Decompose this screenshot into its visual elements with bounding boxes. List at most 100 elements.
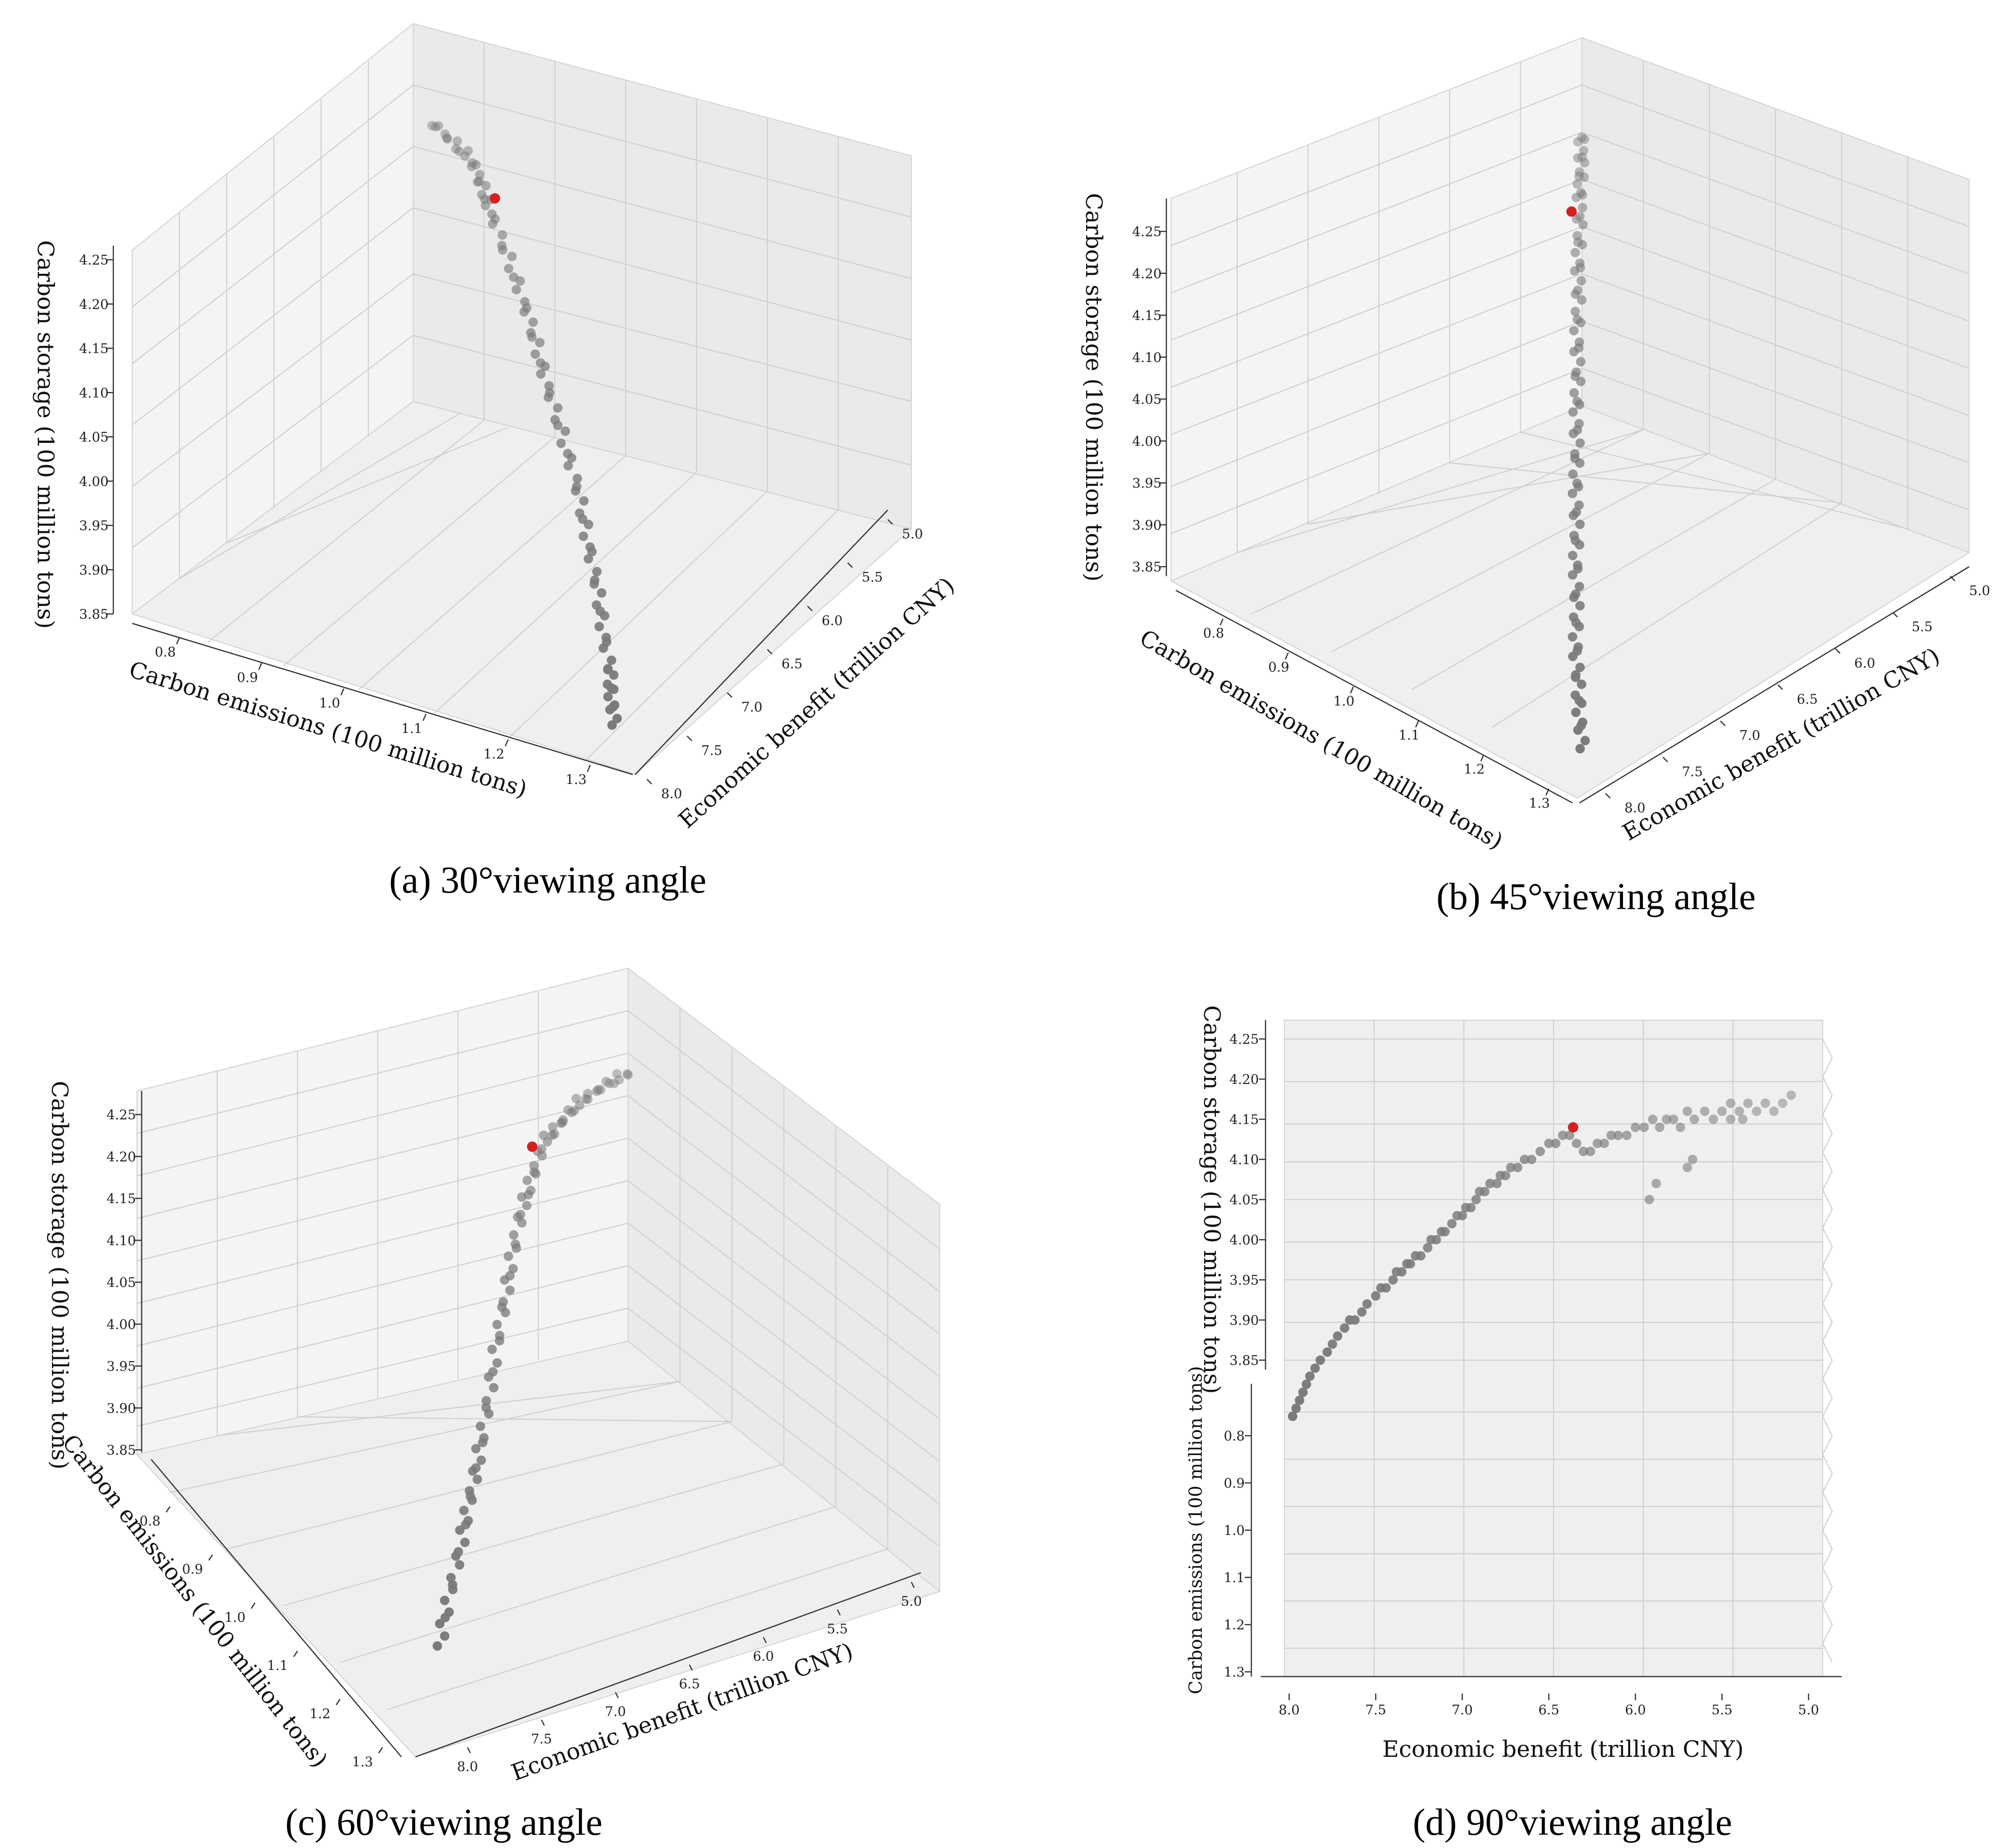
panel-d-x-tick-label: 7.5 — [1365, 1702, 1386, 1718]
panel-a-point — [473, 177, 483, 187]
panel-d-y-tick-label: 4.00 — [1230, 1232, 1259, 1248]
panel-c-point — [567, 1107, 577, 1117]
panel-b-z-tick-label: 4.20 — [1132, 266, 1162, 281]
panel-b-point — [1574, 581, 1584, 591]
panel-a-point — [488, 219, 498, 229]
panel-c-x-tick-label: 1.3 — [352, 1754, 373, 1770]
panel-d-point — [1592, 1139, 1602, 1148]
panel-c-y-tick-label: 6.5 — [679, 1676, 700, 1692]
panel-a-point — [589, 579, 599, 589]
panel-a-x-tick-label: 0.9 — [237, 670, 258, 685]
panel-d-point — [1682, 1107, 1692, 1116]
panel-b-z-tick-label: 4.05 — [1132, 392, 1162, 407]
panel-c-y-tick-label: 8.0 — [457, 1759, 478, 1774]
panel-c-selected-point — [527, 1141, 537, 1152]
panel-a-point — [460, 151, 470, 161]
panel-d-point — [1298, 1388, 1308, 1397]
panel-b-y-tick-mark — [1892, 612, 1898, 618]
panel-a-y-tick-label: 7.5 — [701, 742, 722, 758]
panel-d-y2-tick-label: 1.2 — [1223, 1617, 1245, 1633]
panel-c-point — [558, 1117, 568, 1127]
panel-b-point — [1580, 736, 1590, 746]
panel-b-y-tick-label: 6.5 — [1797, 691, 1818, 707]
panel-c-x-tick-mark — [335, 1699, 341, 1705]
panel-b-x-tick-label: 0.8 — [1203, 625, 1224, 641]
panel-c-point — [484, 1372, 493, 1382]
panel-d-point — [1371, 1291, 1381, 1301]
panel-b-point — [1568, 407, 1578, 417]
panel-a-y-tick-mark — [727, 692, 732, 698]
panel-d-x-tick-label: 5.0 — [1798, 1702, 1819, 1718]
panel-a-grid — [132, 43, 912, 761]
panel-a-caption: (a) 30°viewing angle — [389, 860, 706, 901]
panel-d-points — [1288, 1090, 1796, 1421]
panel-a-point — [442, 134, 452, 144]
panel-d-x-ticks: 8.0 7.5 7.0 6.5 6.0 5.5 5.0 — [1279, 1694, 1819, 1718]
panel-c-point — [440, 1631, 450, 1641]
panel-a-point — [609, 684, 619, 694]
panel-c-y-tick-mark — [615, 1692, 619, 1698]
panel-b-point — [1575, 519, 1585, 529]
panel-d-y-tick-label: 3.95 — [1230, 1272, 1259, 1288]
panel-b-y-tick-mark — [1605, 793, 1611, 799]
panel-a-point — [612, 714, 622, 724]
panel-b-point — [1573, 153, 1583, 163]
panel-d-point — [1648, 1115, 1657, 1124]
panel-b-point — [1578, 220, 1588, 230]
panel-c-point — [451, 1551, 461, 1561]
panel-b-z-tick-label: 3.85 — [1132, 559, 1162, 575]
panel-d-point — [1397, 1267, 1407, 1277]
panel-d-point — [1520, 1155, 1529, 1164]
panel-c-point — [604, 1079, 614, 1089]
panel-a-point — [511, 285, 521, 295]
panel-c-x-ticks: 0.8 0.9 1.0 1.1 1.2 1.3 — [139, 1506, 383, 1770]
panel-b-point — [1569, 326, 1579, 336]
panel-b-point — [1571, 289, 1580, 299]
panel-c-point — [459, 1506, 469, 1516]
panel-d-point — [1466, 1203, 1476, 1212]
panel-a-y-tick-mark — [887, 519, 893, 525]
panel-d-point — [1310, 1363, 1320, 1373]
panel-d-point — [1423, 1243, 1433, 1252]
panel-c-point — [509, 1230, 518, 1240]
panel-a-z-ticks: 3.85 3.90 3.95 4.00 4.05 4.10 4.15 4.20 4.25 — [79, 252, 113, 622]
panel-b-x-tick-mark — [1415, 720, 1419, 728]
panel-c-point — [471, 1444, 481, 1454]
panel-b-x-tick-label: 0.9 — [1268, 659, 1290, 675]
panel-d-y-tick-label: 3.85 — [1230, 1353, 1259, 1368]
panel-d-point — [1651, 1179, 1661, 1188]
panel-b-45deg: 3.85 3.90 3.95 4.00 4.05 4.10 4.15 4.20 4.25 0.8… — [1080, 37, 1990, 918]
panel-a-y-tick-label: 7.0 — [741, 699, 763, 715]
panel-d-point — [1769, 1107, 1779, 1116]
panel-d-point — [1362, 1299, 1372, 1309]
panel-c-z-tick-label: 4.25 — [107, 1107, 136, 1123]
panel-b-x-tick-mark — [1284, 652, 1289, 660]
panel-a-z-tick-label: 4.00 — [79, 474, 109, 489]
panel-b-point — [1571, 707, 1581, 717]
panel-c-caption: (c) 60°viewing angle — [285, 1802, 603, 1843]
panel-c-point — [501, 1308, 510, 1318]
panel-d-point — [1752, 1107, 1761, 1116]
panel-c-point — [448, 1584, 458, 1594]
panel-b-point — [1568, 551, 1578, 561]
panel-a-point — [544, 381, 554, 391]
panel-b-point — [1577, 698, 1587, 708]
panel-b-z-ticks: 3.85 3.90 3.95 4.00 4.05 4.10 4.15 4.20 4.25 — [1132, 224, 1166, 575]
panel-d-selected-point — [1568, 1122, 1579, 1133]
panel-b-point — [1575, 744, 1585, 754]
panel-c-point — [517, 1192, 527, 1202]
panel-d-point — [1572, 1139, 1581, 1148]
panel-b-point — [1576, 376, 1586, 386]
panel-c-x-tick-mark — [165, 1506, 171, 1513]
panel-d-point — [1485, 1179, 1495, 1188]
panel-a-z-tick-label: 4.25 — [79, 252, 109, 268]
panel-c-grid — [136, 992, 940, 1711]
panel-d-x-tick-label: 5.5 — [1711, 1702, 1733, 1718]
panel-c-point — [435, 1618, 445, 1628]
panel-c-z-tick-label: 3.90 — [107, 1400, 136, 1416]
panel-d-y2-tick-label: 1.1 — [1223, 1570, 1245, 1585]
panel-b-point — [1569, 592, 1579, 602]
panel-a-point — [427, 121, 437, 130]
panel-a-point — [598, 643, 608, 653]
panel-d-point — [1726, 1115, 1735, 1124]
